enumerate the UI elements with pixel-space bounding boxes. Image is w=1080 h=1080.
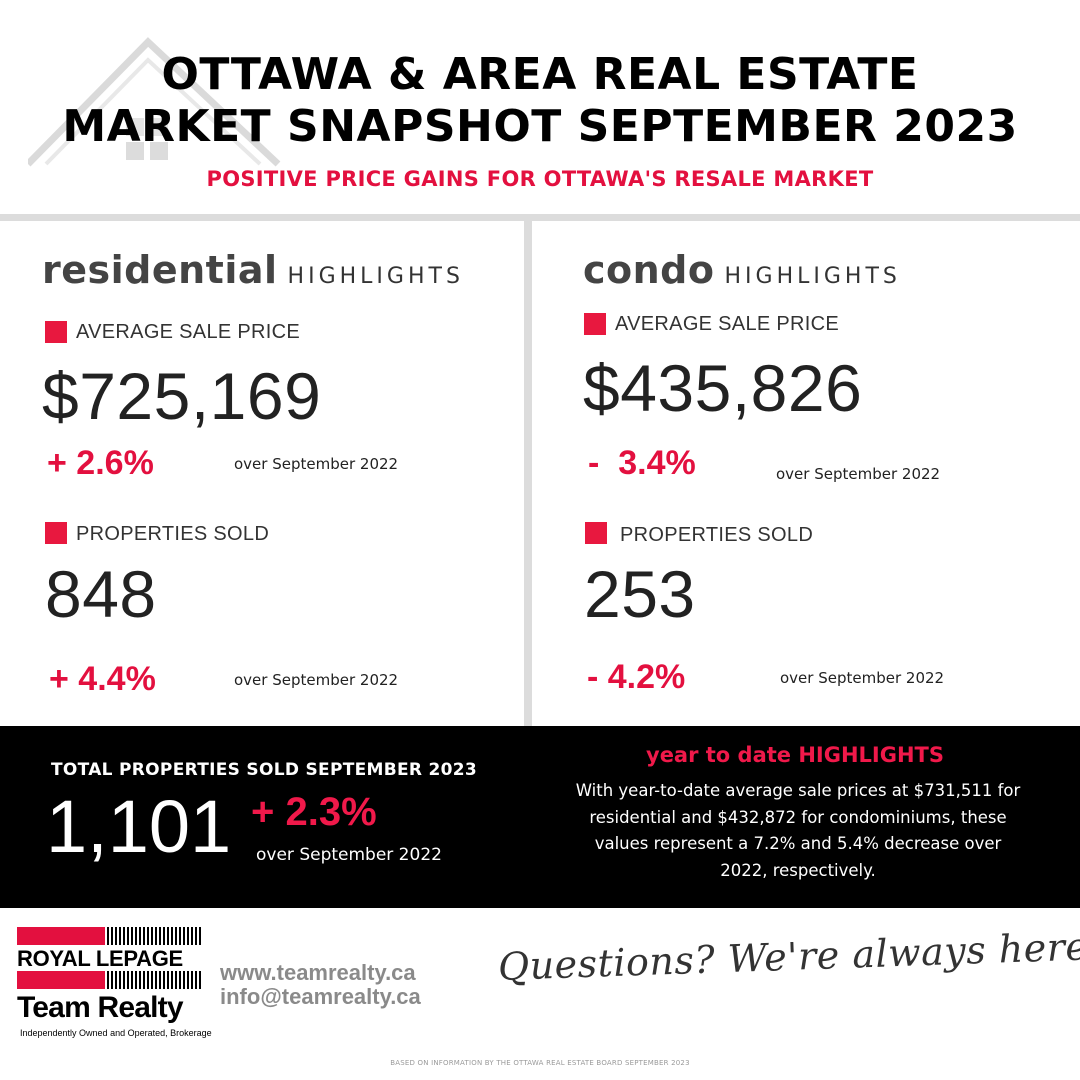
- residential-section-title: residential HIGHLIGHTS: [42, 248, 464, 292]
- ytd-text: With year-to-date average sale prices at…: [575, 781, 1021, 880]
- royal-lepage-logo: ROYAL LEPAGE Team Realty Independently O…: [17, 927, 212, 1041]
- total-sold-value: 1,101: [46, 785, 232, 868]
- residential-sold-label: PROPERTIES SOLD: [76, 523, 270, 545]
- residential-avg-price-label: AVERAGE SALE PRICE: [76, 321, 300, 343]
- header-divider: [0, 214, 1080, 221]
- condo-sold-change: - 4.2%: [587, 658, 686, 696]
- residential-title-highlights: HIGHLIGHTS: [287, 264, 464, 289]
- condo-sold-compare: over September 2022: [780, 669, 945, 687]
- residential-sold-change: + 4.4%: [49, 660, 156, 698]
- condo-avg-price-label: AVERAGE SALE PRICE: [615, 313, 839, 335]
- logo-brand-name: ROYAL LEPAGE: [17, 946, 183, 971]
- logo-tagline: Independently Owned and Operated, Broker…: [20, 1028, 212, 1038]
- total-sold-change: + 2.3%: [251, 790, 377, 834]
- bullet-square-icon: [585, 522, 607, 544]
- residential-sold-compare: over September 2022: [234, 671, 399, 689]
- house-outline-icon: [28, 37, 281, 167]
- page-subtitle: POSITIVE PRICE GAINS FOR OTTAWA'S RESALE…: [206, 167, 874, 191]
- residential-avg-price-compare: over September 2022: [234, 455, 399, 473]
- ytd-title: year to date HIGHLIGHTS: [646, 743, 944, 767]
- bullet-square-icon: [45, 522, 67, 544]
- logo-team-name: Team Realty: [17, 991, 184, 1024]
- logo-red-bar: [17, 971, 105, 989]
- condo-section-title: condo HIGHLIGHTS: [583, 248, 901, 292]
- email-link[interactable]: info@teamrealty.ca: [220, 984, 421, 1009]
- bullet-square-icon: [45, 321, 67, 343]
- totals-band: [0, 726, 1080, 908]
- header: OTTAWA & AREA REAL ESTATE MARKET SNAPSHO…: [0, 0, 1080, 214]
- condo-sold-label: PROPERTIES SOLD: [620, 524, 814, 546]
- condo-avg-price-value: $435,826: [583, 351, 863, 425]
- bullet-square-icon: [584, 313, 606, 335]
- residential-avg-price-value: $725,169: [42, 359, 322, 433]
- condo-title-highlights: HIGHLIGHTS: [724, 264, 901, 289]
- condo-avg-price-change: - 3.4%: [588, 444, 696, 482]
- residential-title-word: residential: [42, 248, 278, 292]
- condo-title-word: condo: [583, 248, 715, 292]
- source-note: BASED ON INFORMATION BY THE OTTAWA REAL …: [390, 1059, 690, 1067]
- condo-avg-price-compare: over September 2022: [776, 465, 941, 483]
- logo-stripe-bar: [107, 927, 203, 945]
- total-sold-label: TOTAL PROPERTIES SOLD SEPTEMBER 2023: [51, 760, 478, 780]
- column-divider: [524, 221, 532, 726]
- condo-sold-value: 253: [584, 557, 696, 631]
- logo-red-bar: [17, 927, 105, 945]
- total-sold-compare: over September 2022: [256, 845, 442, 865]
- logo-stripe-bar: [107, 971, 203, 989]
- website-link[interactable]: www.teamrealty.ca: [220, 960, 416, 985]
- page-title-line2: MARKET SNAPSHOT SEPTEMBER 2023: [62, 101, 1018, 152]
- page-title-line1: OTTAWA & AREA REAL ESTATE: [161, 49, 919, 100]
- residential-sold-value: 848: [45, 557, 157, 631]
- residential-avg-price-change: + 2.6%: [47, 444, 154, 482]
